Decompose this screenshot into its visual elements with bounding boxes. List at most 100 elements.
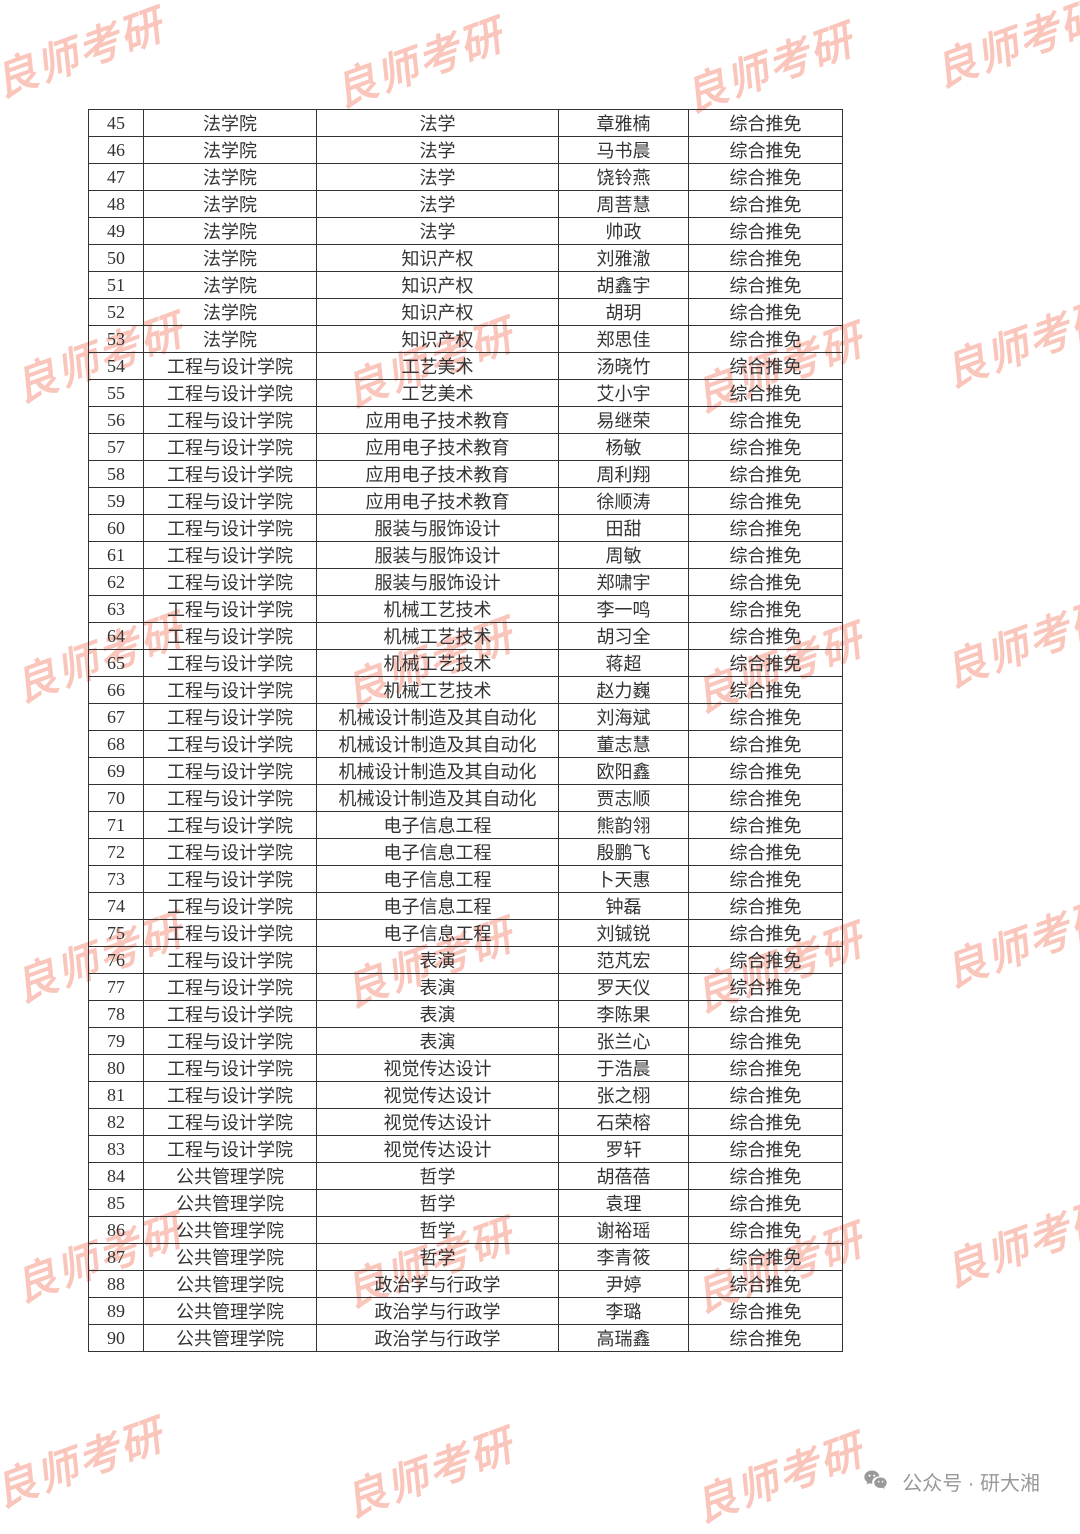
cell-index: 73 xyxy=(89,866,144,893)
watermark-text: 良师考研 xyxy=(935,282,1080,400)
cell-index: 70 xyxy=(89,785,144,812)
cell-type: 综合推免 xyxy=(689,1217,843,1244)
cell-name: 李青筱 xyxy=(559,1244,689,1271)
cell-type: 综合推免 xyxy=(689,515,843,542)
cell-type: 综合推免 xyxy=(689,731,843,758)
cell-school: 工程与设计学院 xyxy=(144,866,317,893)
table-row: 69工程与设计学院机械设计制造及其自动化欧阳鑫综合推免 xyxy=(89,758,843,785)
watermark-text: 良师考研 xyxy=(0,1402,171,1520)
table-row: 63工程与设计学院机械工艺技术李一鸣综合推免 xyxy=(89,596,843,623)
cell-index: 61 xyxy=(89,542,144,569)
table-row: 46法学院法学马书晨综合推免 xyxy=(89,137,843,164)
wechat-icon xyxy=(860,1465,892,1497)
table-row: 86公共管理学院哲学谢裕瑶综合推免 xyxy=(89,1217,843,1244)
cell-index: 62 xyxy=(89,569,144,596)
cell-name: 刘雅澈 xyxy=(559,245,689,272)
watermark-text: 良师考研 xyxy=(335,1412,521,1530)
cell-name: 殷鹏飞 xyxy=(559,839,689,866)
cell-index: 64 xyxy=(89,623,144,650)
table-row: 67工程与设计学院机械设计制造及其自动化刘海斌综合推免 xyxy=(89,704,843,731)
cell-school: 公共管理学院 xyxy=(144,1163,317,1190)
cell-type: 综合推免 xyxy=(689,596,843,623)
cell-index: 47 xyxy=(89,164,144,191)
cell-type: 综合推免 xyxy=(689,623,843,650)
cell-major: 哲学 xyxy=(317,1244,559,1271)
cell-name: 周敏 xyxy=(559,542,689,569)
cell-major: 机械工艺技术 xyxy=(317,650,559,677)
cell-index: 72 xyxy=(89,839,144,866)
table-row: 72工程与设计学院电子信息工程殷鹏飞综合推免 xyxy=(89,839,843,866)
table-row: 68工程与设计学院机械设计制造及其自动化董志慧综合推免 xyxy=(89,731,843,758)
cell-major: 视觉传达设计 xyxy=(317,1082,559,1109)
cell-index: 65 xyxy=(89,650,144,677)
footer-text: 公众号 · 研大湘 xyxy=(902,1467,1040,1496)
cell-name: 范芃宏 xyxy=(559,947,689,974)
cell-name: 贾志顺 xyxy=(559,785,689,812)
cell-school: 工程与设计学院 xyxy=(144,407,317,434)
data-table: 45法学院法学章雅楠综合推免46法学院法学马书晨综合推免47法学院法学饶铃燕综合… xyxy=(88,109,843,1352)
table-row: 55工程与设计学院工艺美术艾小宇综合推免 xyxy=(89,380,843,407)
cell-name: 欧阳鑫 xyxy=(559,758,689,785)
cell-type: 综合推免 xyxy=(689,488,843,515)
cell-school: 工程与设计学院 xyxy=(144,1028,317,1055)
table-row: 53法学院知识产权郑思佳综合推免 xyxy=(89,326,843,353)
cell-type: 综合推免 xyxy=(689,758,843,785)
cell-name: 尹婷 xyxy=(559,1271,689,1298)
cell-index: 51 xyxy=(89,272,144,299)
table-row: 61工程与设计学院服装与服饰设计周敏综合推免 xyxy=(89,542,843,569)
cell-major: 哲学 xyxy=(317,1217,559,1244)
cell-school: 工程与设计学院 xyxy=(144,704,317,731)
cell-name: 赵力巍 xyxy=(559,677,689,704)
cell-name: 马书晨 xyxy=(559,137,689,164)
cell-major: 政治学与行政学 xyxy=(317,1325,559,1352)
cell-major: 机械工艺技术 xyxy=(317,623,559,650)
cell-type: 综合推免 xyxy=(689,1271,843,1298)
cell-major: 法学 xyxy=(317,110,559,137)
cell-name: 帅政 xyxy=(559,218,689,245)
cell-type: 综合推免 xyxy=(689,569,843,596)
cell-type: 综合推免 xyxy=(689,245,843,272)
cell-name: 章雅楠 xyxy=(559,110,689,137)
cell-index: 52 xyxy=(89,299,144,326)
cell-major: 机械设计制造及其自动化 xyxy=(317,731,559,758)
table-row: 79工程与设计学院表演张兰心综合推免 xyxy=(89,1028,843,1055)
cell-index: 82 xyxy=(89,1109,144,1136)
table-row: 48法学院法学周菩慧综合推免 xyxy=(89,191,843,218)
table-row: 84公共管理学院哲学胡蓓蓓综合推免 xyxy=(89,1163,843,1190)
cell-school: 公共管理学院 xyxy=(144,1190,317,1217)
cell-major: 应用电子技术教育 xyxy=(317,407,559,434)
cell-school: 工程与设计学院 xyxy=(144,785,317,812)
cell-index: 46 xyxy=(89,137,144,164)
cell-school: 工程与设计学院 xyxy=(144,434,317,461)
cell-name: 胡鑫宇 xyxy=(559,272,689,299)
cell-type: 综合推免 xyxy=(689,1055,843,1082)
cell-index: 88 xyxy=(89,1271,144,1298)
table-row: 50法学院知识产权刘雅澈综合推免 xyxy=(89,245,843,272)
table-row: 78工程与设计学院表演李陈果综合推免 xyxy=(89,1001,843,1028)
watermark-text: 良师考研 xyxy=(675,7,861,125)
cell-major: 法学 xyxy=(317,218,559,245)
cell-school: 工程与设计学院 xyxy=(144,1082,317,1109)
cell-school: 公共管理学院 xyxy=(144,1244,317,1271)
cell-index: 89 xyxy=(89,1298,144,1325)
cell-name: 谢裕瑶 xyxy=(559,1217,689,1244)
cell-school: 工程与设计学院 xyxy=(144,380,317,407)
cell-school: 公共管理学院 xyxy=(144,1325,317,1352)
cell-type: 综合推免 xyxy=(689,785,843,812)
cell-school: 工程与设计学院 xyxy=(144,1136,317,1163)
cell-school: 法学院 xyxy=(144,299,317,326)
cell-index: 69 xyxy=(89,758,144,785)
table-row: 83工程与设计学院视觉传达设计罗轩综合推免 xyxy=(89,1136,843,1163)
cell-major: 哲学 xyxy=(317,1190,559,1217)
cell-index: 50 xyxy=(89,245,144,272)
cell-type: 综合推免 xyxy=(689,137,843,164)
table-row: 82工程与设计学院视觉传达设计石荣榕综合推免 xyxy=(89,1109,843,1136)
cell-name: 郑思佳 xyxy=(559,326,689,353)
cell-school: 工程与设计学院 xyxy=(144,1001,317,1028)
table-row: 71工程与设计学院电子信息工程熊韵翎综合推免 xyxy=(89,812,843,839)
cell-type: 综合推免 xyxy=(689,1325,843,1352)
table-row: 54工程与设计学院工艺美术汤晓竹综合推免 xyxy=(89,353,843,380)
cell-type: 综合推免 xyxy=(689,542,843,569)
cell-index: 67 xyxy=(89,704,144,731)
cell-name: 田甜 xyxy=(559,515,689,542)
